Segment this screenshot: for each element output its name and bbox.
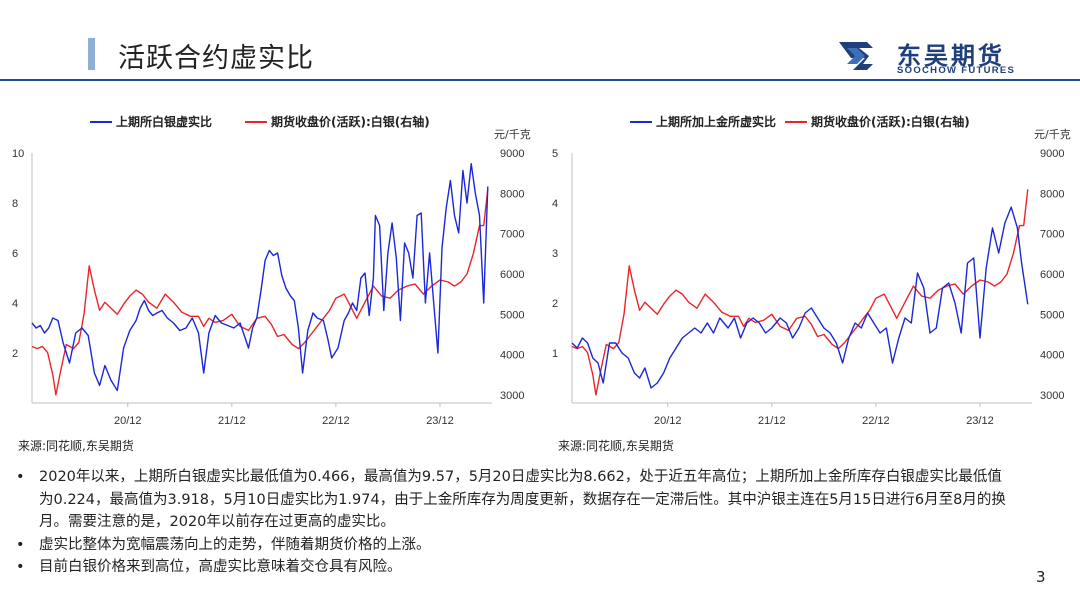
x-tick-label: 23/12: [426, 415, 454, 427]
bullet-item: • 虚实比整体为宽幅震荡向上的走势，伴随着期货价格的上涨。: [14, 534, 1014, 557]
x-tick-label: 22/12: [862, 415, 890, 427]
y-right-tick-label: 4000: [1040, 350, 1064, 362]
x-tick-label: 23/12: [966, 415, 994, 427]
y-left-tick-label: 4: [552, 198, 558, 210]
y-right-tick-label: 6000: [500, 269, 524, 281]
bullet-text: 虚实比整体为宽幅震荡向上的走势，伴随着期货价格的上涨。: [39, 536, 431, 553]
x-tick-label: 20/12: [654, 415, 682, 427]
y-left-tick-label: 8: [12, 198, 18, 210]
bullet-text: 目前白银价格来到高位，高虚实比意味着交仓具有风险。: [39, 559, 402, 575]
y-right-tick-label: 9000: [500, 148, 524, 160]
source-note: 来源:同花顺,东吴期货: [558, 439, 674, 453]
series-line: [571, 189, 1029, 396]
source-note: 来源:同花顺,东吴期货: [18, 439, 134, 453]
y-right-tick-label: 3000: [1040, 390, 1064, 402]
legend-label: 上期所加上金所虚实比: [656, 114, 776, 129]
logo-chinese-text: 东吴期货: [897, 42, 1005, 70]
y-left-tick-label: 3: [552, 248, 558, 260]
chart-silver-shfe-sge: 1 2 3 4 5 3000 4000 5000 6000 7000 8000 9000 元/千克 20/…: [540, 108, 1080, 438]
page-number: 3: [1036, 568, 1046, 586]
x-tick-label: 21/12: [218, 415, 246, 427]
chart-svg-right: 1 2 3 4 5 3000 4000 5000 6000 7000 8000 9000 元/千克 20/…: [552, 114, 1071, 427]
series-line: [31, 163, 489, 392]
legend-label: 上期所白银虚实比: [116, 114, 212, 129]
x-tick-label: 22/12: [322, 415, 350, 427]
y-right-tick-label: 4000: [500, 350, 524, 362]
page-title: 活跃合约虚实比: [118, 43, 314, 74]
legend-label: 期货收盘价(活跃):白银(右轴): [271, 114, 430, 129]
y-left-tick-label: 1: [552, 348, 558, 360]
bullet-dot-icon: •: [16, 559, 25, 575]
y-right-tick-label: 3000: [500, 390, 524, 402]
bullet-list: • 2020年以来，上期所白银虚实比最低值为0.466，最高值为9.57，5月2…: [14, 466, 1014, 579]
y-left-tick-label: 5: [552, 148, 558, 160]
y-left-tick-label: 6: [12, 248, 18, 260]
y-left-tick-label: 2: [552, 298, 558, 310]
right-axis-unit: 元/千克: [494, 128, 531, 141]
y-left-tick-label: 10: [12, 148, 24, 160]
y-left-tick-label: 2: [12, 348, 18, 360]
bullet-item: • 目前白银价格来到高位，高虚实比意味着交仓具有风险。: [14, 556, 1014, 579]
x-tick-label: 20/12: [114, 415, 142, 427]
logo-mark-icon: [839, 42, 883, 70]
logo-english-text: SOOCHOW FUTURES: [897, 65, 1016, 76]
series-line: [31, 189, 489, 396]
y-right-tick-label: 9000: [1040, 148, 1064, 160]
title-accent-bar: [88, 38, 95, 70]
header-divider: [0, 79, 1080, 81]
y-right-tick-label: 8000: [500, 188, 524, 200]
legend-label: 期货收盘价(活跃):白银(右轴): [811, 114, 970, 129]
bullet-dot-icon: •: [16, 469, 25, 485]
y-right-tick-label: 5000: [500, 309, 524, 321]
y-right-tick-label: 7000: [1040, 229, 1064, 241]
y-right-tick-label: 7000: [500, 229, 524, 241]
bullet-item: • 2020年以来，上期所白银虚实比最低值为0.466，最高值为9.57，5月2…: [14, 466, 1014, 534]
x-tick-label: 21/12: [758, 415, 786, 427]
bullet-dot-icon: •: [16, 536, 25, 553]
right-axis-unit: 元/千克: [1034, 128, 1071, 141]
chart-silver-shfe: 2 4 6 8 10 3000 4000 5000 6000 7000 8000 9000 元/千克 20…: [0, 108, 540, 438]
chart-svg-left: 2 4 6 8 10 3000 4000 5000 6000 7000 8000 9000 元/千克 20…: [12, 114, 531, 427]
company-logo: 东吴期货 SOOCHOW FUTURES: [835, 34, 1045, 78]
y-right-tick-label: 8000: [1040, 188, 1064, 200]
series-line: [571, 206, 1029, 389]
y-right-tick-label: 6000: [1040, 269, 1064, 281]
y-left-tick-label: 4: [12, 298, 18, 310]
bullet-text: 2020年以来，上期所白银虚实比最低值为0.466，最高值为9.57，5月20日…: [39, 469, 1006, 530]
y-right-tick-label: 5000: [1040, 309, 1064, 321]
